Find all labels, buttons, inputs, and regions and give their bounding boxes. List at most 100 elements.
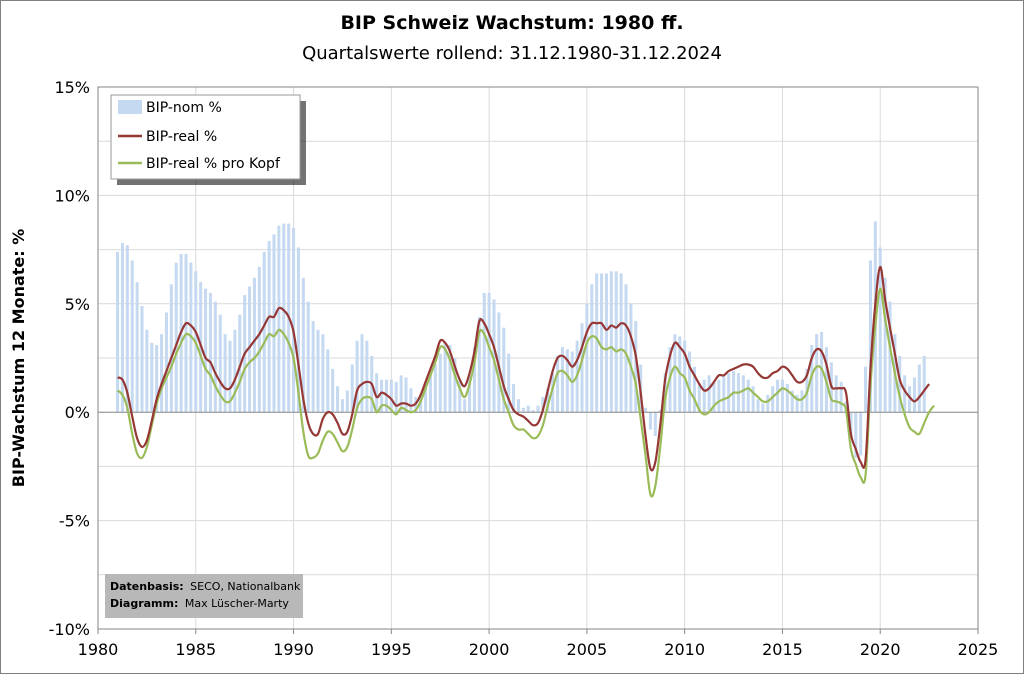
bar-bip-nom xyxy=(120,243,124,413)
bar-bip-nom xyxy=(424,384,428,413)
bar-bip-nom xyxy=(722,375,726,413)
bar-bip-nom xyxy=(604,273,608,413)
bar-bip-nom xyxy=(404,377,408,413)
bar-bip-nom xyxy=(692,366,696,413)
bar-bip-nom xyxy=(116,251,120,413)
bar-bip-nom xyxy=(712,381,716,413)
bar-bip-nom xyxy=(336,386,340,413)
author-label: Diagramm: xyxy=(110,597,178,610)
bar-bip-nom xyxy=(340,399,344,413)
bar-bip-nom xyxy=(776,379,780,413)
bar-bip-nom xyxy=(634,321,638,413)
bar-bip-nom xyxy=(248,286,252,413)
bar-bip-nom xyxy=(560,347,564,413)
bar-bip-nom xyxy=(766,394,770,413)
bar-bip-nom xyxy=(912,377,916,413)
series-lines xyxy=(116,265,935,498)
bar-bip-nom xyxy=(282,223,286,413)
author-text: Max Lüscher-Marty xyxy=(185,597,290,610)
bar-bip-nom xyxy=(438,353,442,413)
bar-bip-nom xyxy=(311,321,315,413)
bar-bip-nom xyxy=(164,312,168,413)
bar-bip-nom xyxy=(399,375,403,413)
bar-bip-nom xyxy=(815,334,819,413)
bar-bip-nom xyxy=(507,353,511,413)
bar-bip-nom xyxy=(316,329,320,413)
bar-bip-nom xyxy=(292,227,296,413)
x-tick-label: 1980 xyxy=(78,640,119,659)
bar-bip-nom xyxy=(512,384,516,413)
bar-bip-nom xyxy=(355,340,359,413)
bar-bip-nom xyxy=(389,379,393,413)
bar-bip-nom xyxy=(614,271,618,413)
legend-label-bip-real-pro-kopf: BIP-real % pro Kopf xyxy=(146,156,281,172)
bar-bip-nom xyxy=(204,288,208,413)
y-tick-labels: 15% 10% 5% 0% -5% -10% xyxy=(49,78,90,639)
bar-bip-nom xyxy=(365,340,369,413)
bar-bip-nom xyxy=(648,412,652,430)
bar-bip-nom xyxy=(277,225,281,413)
bar-bip-nom xyxy=(169,284,173,413)
bar-bip-nom xyxy=(345,390,349,413)
bar-bip-nom xyxy=(252,277,256,413)
y-tick-label: -10% xyxy=(49,620,90,639)
bar-bip-nom xyxy=(458,379,462,413)
bar-bip-nom xyxy=(150,342,154,413)
bar-bip-nom xyxy=(717,379,721,413)
bar-bip-nom xyxy=(600,273,604,413)
bar-bip-nom xyxy=(551,373,555,413)
bar-bip-nom xyxy=(644,407,648,413)
bar-bip-nom xyxy=(903,375,907,413)
bar-bip-nom xyxy=(350,364,354,413)
bar-bip-nom xyxy=(174,262,178,413)
bar-bip-nom xyxy=(531,410,535,413)
bar-bip-nom xyxy=(653,412,657,437)
bar-bip-nom xyxy=(878,247,882,413)
bar-bip-nom xyxy=(751,386,755,413)
bar-bip-nom xyxy=(521,407,525,413)
bar-bip-nom xyxy=(135,282,139,413)
bar-bip-nom xyxy=(854,412,858,458)
x-tick-label: 1995 xyxy=(371,640,412,659)
y-axis-label: BIP-Wachstum 12 Monate: % xyxy=(9,229,28,488)
chart-title: BIP Schweiz Wachstum: 1980 ff. xyxy=(340,12,683,34)
bar-bip-nom xyxy=(536,405,540,413)
bar-bip-nom xyxy=(453,358,457,413)
bar-bip-nom xyxy=(213,301,217,413)
bar-bip-nom xyxy=(761,403,765,413)
bar-bip-nom xyxy=(800,390,804,413)
bar-bip-nom xyxy=(868,260,872,413)
bar-bip-nom xyxy=(756,399,760,413)
bar-bip-nom xyxy=(208,292,212,413)
bar-bip-nom xyxy=(922,355,926,413)
legend-label-bip-real: BIP-real % xyxy=(146,129,217,145)
bar-bip-nom xyxy=(482,292,486,413)
bar-bip-nom xyxy=(771,386,775,413)
x-tick-label: 2000 xyxy=(469,640,510,659)
bar-bip-nom xyxy=(908,386,912,413)
bar-bip-nom xyxy=(331,368,335,413)
bar-bip-nom xyxy=(130,260,134,413)
bar-bip-nom xyxy=(326,349,330,413)
bar-bip-nom xyxy=(443,342,447,413)
x-tick-label: 2025 xyxy=(958,640,999,659)
bar-bip-nom xyxy=(585,303,589,413)
bar-bip-nom xyxy=(673,334,677,413)
bar-bip-nom xyxy=(257,266,261,413)
legend-swatch-bip-nom xyxy=(118,100,142,114)
bar-bip-nom xyxy=(702,379,706,413)
x-tick-label: 1990 xyxy=(273,640,314,659)
bar-bip-nom xyxy=(839,381,843,413)
bar-bip-nom xyxy=(546,388,550,413)
bar-bip-nom xyxy=(218,314,222,413)
x-tick-labels: 1980 1985 1990 1995 2000 2005 2010 2015 2020 2025 xyxy=(78,629,999,659)
bar-bip-nom xyxy=(301,277,305,413)
bar-bip-nom xyxy=(296,247,300,413)
svg-text:Datenbasis: SECO, Nati: Datenbasis: SECO, Nationalbank xyxy=(110,580,301,593)
legend-label-bip-nom: BIP-nom % xyxy=(146,100,222,116)
bar-bip-nom xyxy=(898,355,902,413)
bar-bip-nom xyxy=(556,355,560,413)
bar-bip-nom xyxy=(883,277,887,413)
